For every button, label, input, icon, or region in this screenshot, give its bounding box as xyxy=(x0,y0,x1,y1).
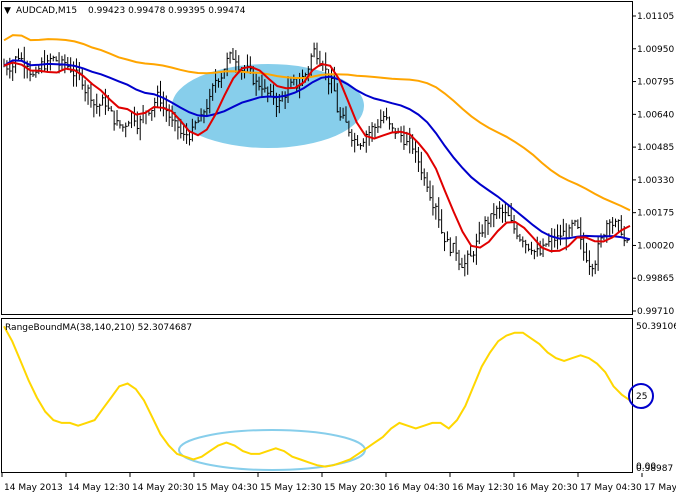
indicator-panel-frame xyxy=(1,318,633,473)
price-tick-label: 0.99865 xyxy=(637,274,674,284)
ma-fast-line xyxy=(3,61,631,253)
time-tick-label: 14 May 20:30 xyxy=(132,483,194,493)
price-tick-label: 1.00795 xyxy=(637,78,674,88)
time-tick-label: 16 May 20:30 xyxy=(516,483,578,493)
collapse-icon[interactable]: ▼ xyxy=(4,6,11,16)
ohlc-values: 0.99423 0.99478 0.99395 0.99474 xyxy=(88,6,246,16)
time-tick-label: 14 May 2013 xyxy=(4,483,63,493)
indicator-top-tick: 50.391061 xyxy=(636,322,676,332)
highlight-ellipse-main xyxy=(172,64,364,148)
indicator-title: RangeBoundMA(38,140,210) 52.3074687 xyxy=(5,323,192,333)
symbol-title: AUDCAD,M15 xyxy=(16,6,77,16)
level-marker-circle xyxy=(628,383,654,409)
level-marker-label: 25 xyxy=(636,392,647,402)
price-tick-label: 1.00330 xyxy=(637,176,674,186)
price-tick-label: 1.00640 xyxy=(637,110,674,120)
price-tick-label: 1.01105 xyxy=(637,12,674,22)
price-tick-label: 0.99710 xyxy=(637,307,674,317)
time-tick-label: 16 May 04:30 xyxy=(388,483,450,493)
time-tick-label: 15 May 04:30 xyxy=(196,483,258,493)
price-axis: 1.01105 1.00950 1.00795 1.00640 1.00485 1.003… xyxy=(632,12,674,317)
time-tick-label: 15 May 20:30 xyxy=(324,483,386,493)
price-tick-label: 1.00020 xyxy=(637,241,674,251)
rangebound-ma-line xyxy=(3,325,631,468)
price-tick-label: 1.00485 xyxy=(637,143,674,153)
time-tick-label: 17 May 12:15 xyxy=(644,483,676,493)
ma-slow-line xyxy=(3,34,631,212)
ma-medium-line xyxy=(3,59,631,241)
time-tick-label: 15 May 12:30 xyxy=(260,483,322,493)
time-tick-label: 16 May 12:30 xyxy=(452,483,514,493)
time-tick-label: 14 May 12:30 xyxy=(68,483,130,493)
time-tick-label: 17 May 04:30 xyxy=(580,483,642,493)
price-tick-label: 1.00950 xyxy=(637,45,674,55)
indicator-panel[interactable]: RangeBoundMA(38,140,210) 52.3074687 50.3… xyxy=(1,318,676,475)
main-panel-frame xyxy=(1,1,633,315)
main-price-panel[interactable]: ▼ AUDCAD,M15 0.99423 0.99478 0.99395 0.9… xyxy=(1,1,675,318)
price-tick-label: 1.00175 xyxy=(637,209,674,219)
time-axis: 14 May 2013 14 May 12:30 14 May 20:30 15 Ma… xyxy=(1,473,676,493)
indicator-bottom-tick: 0.98987 xyxy=(636,464,673,474)
indicator-zero-tick: 0.00 xyxy=(636,462,656,472)
